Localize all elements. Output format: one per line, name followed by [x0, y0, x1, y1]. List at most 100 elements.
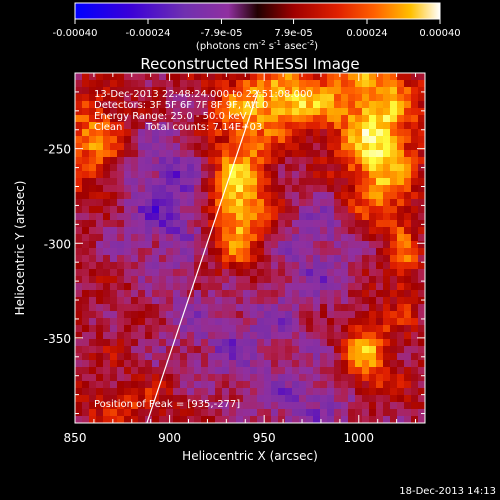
- heatmap-cell: [75, 388, 83, 396]
- heatmap-cell: [103, 122, 111, 130]
- heatmap-cell: [292, 199, 300, 207]
- heatmap-cell: [271, 360, 279, 368]
- heatmap-cell: [96, 143, 104, 151]
- heatmap-cell: [404, 304, 412, 312]
- heatmap-cell: [215, 311, 223, 319]
- heatmap-cell: [369, 122, 377, 130]
- heatmap-cell: [173, 276, 181, 284]
- heatmap-cell: [236, 185, 244, 193]
- heatmap-cell: [355, 346, 363, 354]
- heatmap-cell: [285, 416, 293, 423]
- heatmap-cell: [341, 234, 349, 242]
- heatmap-cell: [103, 339, 111, 347]
- heatmap-cell: [271, 276, 279, 284]
- heatmap-cell: [320, 325, 328, 333]
- heatmap-cell: [229, 122, 237, 130]
- heatmap-cell: [383, 143, 391, 151]
- heatmap-cell: [390, 94, 398, 102]
- heatmap-cell: [334, 283, 342, 291]
- heatmap-cell: [299, 339, 307, 347]
- heatmap-cell: [404, 248, 412, 256]
- heatmap-cell: [418, 402, 425, 410]
- heatmap-cell: [390, 255, 398, 263]
- heatmap-cell: [250, 416, 258, 423]
- heatmap-cell: [222, 367, 230, 375]
- heatmap-cell: [103, 241, 111, 249]
- heatmap-cell: [138, 178, 146, 186]
- heatmap-cell: [327, 367, 335, 375]
- heatmap-cell: [257, 269, 265, 277]
- heatmap-cell: [173, 171, 181, 179]
- heatmap-cell: [334, 388, 342, 396]
- heatmap-cell: [257, 381, 265, 389]
- heatmap-cell: [152, 234, 160, 242]
- heatmap-cell: [243, 213, 251, 221]
- heatmap-cell: [208, 353, 216, 361]
- heatmap-cell: [208, 178, 216, 186]
- heatmap-cell: [124, 262, 132, 270]
- heatmap-cell: [131, 339, 139, 347]
- heatmap-cell: [96, 227, 104, 235]
- heatmap-cell: [229, 381, 237, 389]
- heatmap-cell: [243, 255, 251, 263]
- heatmap-cell: [292, 276, 300, 284]
- heatmap-cell: [201, 339, 209, 347]
- heatmap-cell: [348, 87, 356, 95]
- heatmap-cell: [264, 220, 272, 228]
- heatmap-cell: [334, 290, 342, 298]
- heatmap-cell: [208, 318, 216, 326]
- heatmap-cell: [215, 94, 223, 102]
- heatmap-cell: [362, 129, 370, 137]
- heatmap-cell: [334, 402, 342, 410]
- heatmap-cell: [418, 367, 425, 375]
- heatmap-cell: [75, 115, 83, 123]
- heatmap-cell: [180, 185, 188, 193]
- heatmap-cell: [348, 241, 356, 249]
- heatmap-cell: [180, 304, 188, 312]
- heatmap-cell: [418, 290, 425, 298]
- heatmap-cell: [152, 115, 160, 123]
- heatmap-cell: [110, 164, 118, 172]
- heatmap-cell: [103, 416, 111, 423]
- heatmap-cell: [96, 290, 104, 298]
- heatmap-cell: [103, 80, 111, 88]
- heatmap-cell: [243, 199, 251, 207]
- heatmap-cell: [362, 346, 370, 354]
- heatmap-cell: [208, 402, 216, 410]
- heatmap-cell: [180, 157, 188, 165]
- heatmap-cell: [187, 262, 195, 270]
- heatmap-cell: [390, 360, 398, 368]
- heatmap-cell: [390, 304, 398, 312]
- heatmap-cell: [138, 290, 146, 298]
- heatmap-cell: [341, 332, 349, 340]
- heatmap-cell: [285, 192, 293, 200]
- heatmap-cell: [383, 304, 391, 312]
- heatmap-cell: [341, 353, 349, 361]
- heatmap-cell: [334, 220, 342, 228]
- heatmap-cell: [166, 374, 174, 382]
- heatmap-cell: [75, 192, 83, 200]
- heatmap-cell: [187, 101, 195, 109]
- heatmap-cell: [264, 360, 272, 368]
- heatmap-cell: [215, 402, 223, 410]
- heatmap-cell: [369, 129, 377, 137]
- heatmap-cell: [229, 73, 237, 81]
- heatmap-cell: [278, 290, 286, 298]
- heatmap-cell: [376, 157, 384, 165]
- heatmap-cell: [369, 297, 377, 305]
- heatmap-cell: [159, 395, 167, 403]
- heatmap-cell: [285, 311, 293, 319]
- heatmap-cell: [320, 199, 328, 207]
- heatmap-cell: [82, 276, 90, 284]
- heatmap-cell: [215, 255, 223, 263]
- heatmap-cell: [390, 185, 398, 193]
- heatmap-cell: [138, 304, 146, 312]
- heatmap-cell: [257, 290, 265, 298]
- heatmap-cell: [103, 374, 111, 382]
- heatmap-cell: [166, 115, 174, 123]
- heatmap-cell: [159, 150, 167, 158]
- heatmap-cell: [117, 374, 125, 382]
- heatmap-cell: [306, 332, 314, 340]
- heatmap-cell: [166, 262, 174, 270]
- heatmap-cell: [110, 150, 118, 158]
